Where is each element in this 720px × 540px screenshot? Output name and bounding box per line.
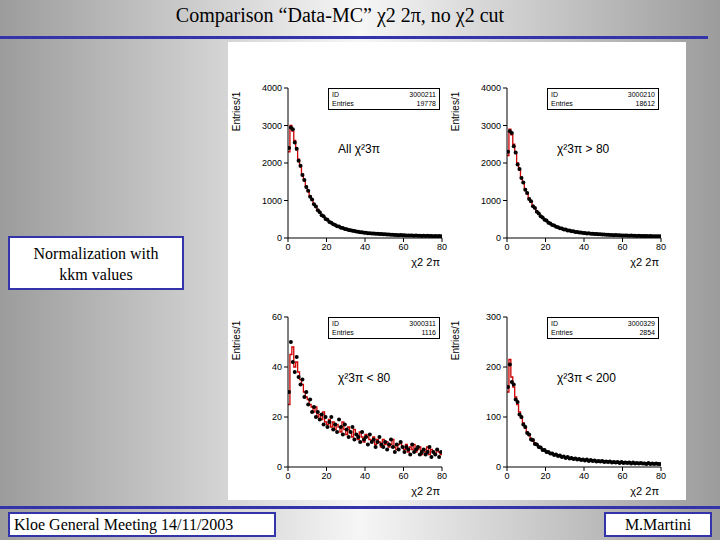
- html-text:ID: ID: [332, 91, 339, 98]
- html-text:χ²3π > 80: χ²3π > 80: [557, 142, 610, 156]
- svg-text:4000: 4000: [262, 83, 282, 93]
- svg-text:0: 0: [277, 233, 282, 243]
- svg-text:40: 40: [272, 362, 282, 372]
- svg-text:20: 20: [321, 242, 331, 252]
- html-text:χ²3π < 80: χ²3π < 80: [338, 371, 391, 385]
- html-text:Entries: Entries: [332, 100, 354, 107]
- svg-text:0: 0: [504, 471, 509, 481]
- html-text:Entries: Entries: [551, 329, 573, 336]
- svg-text:200: 200: [486, 362, 501, 372]
- svg-text:80: 80: [437, 471, 447, 481]
- svg-text:60: 60: [617, 471, 627, 481]
- svg-text:0: 0: [504, 242, 509, 252]
- svg-text:40: 40: [360, 471, 370, 481]
- svg-text:0: 0: [285, 242, 290, 252]
- svg-text:40: 40: [360, 242, 370, 252]
- svg-text:40: 40: [579, 242, 589, 252]
- html-text:χ²3π < 200: χ²3π < 200: [557, 371, 616, 385]
- svg-text:0: 0: [285, 471, 290, 481]
- svg-text:80: 80: [656, 242, 666, 252]
- svg-text:60: 60: [398, 471, 408, 481]
- svg-text:40: 40: [579, 471, 589, 481]
- html-text:Entries/1: Entries/1: [230, 320, 242, 361]
- html-text:19778: 19778: [416, 100, 436, 107]
- svg-text:0: 0: [277, 462, 282, 472]
- svg-text:80: 80: [656, 471, 666, 481]
- svg-text:20: 20: [540, 242, 550, 252]
- html-text:M.Martini: M.Martini: [624, 516, 692, 533]
- svg-text:20: 20: [321, 471, 331, 481]
- svg-text:60: 60: [398, 242, 408, 252]
- svg-text:1000: 1000: [262, 196, 282, 206]
- html-text:3000311: 3000311: [409, 320, 436, 327]
- svg-text:3000: 3000: [481, 121, 501, 131]
- html-text:3000329: 3000329: [627, 320, 655, 327]
- html-text:Kloe General Meeting 14/11/200: Kloe General Meeting 14/11/2003: [14, 516, 234, 533]
- html-text:ID: ID: [551, 91, 558, 98]
- svg-text:1000: 1000: [481, 196, 501, 206]
- svg-text:20: 20: [272, 412, 282, 422]
- svg-text:2000: 2000: [262, 158, 282, 168]
- html-text:Entries/1: Entries/1: [230, 91, 242, 132]
- html-text:χ2 2π: χ2 2π: [630, 256, 659, 268]
- svg-text:2000: 2000: [481, 158, 501, 168]
- html-text:Entries/1: Entries/1: [449, 320, 461, 361]
- html-text:Entries: Entries: [332, 329, 354, 336]
- svg-text:3000: 3000: [262, 121, 282, 131]
- html-text:3000211: 3000211: [409, 91, 436, 98]
- svg-text:4000: 4000: [481, 83, 501, 93]
- html-text:3000210: 3000210: [627, 91, 655, 98]
- html-text:χ2 2π: χ2 2π: [411, 256, 440, 268]
- svg-text:60: 60: [272, 312, 282, 322]
- html-text:ID: ID: [332, 320, 339, 327]
- html-text:All χ²3π: All χ²3π: [338, 142, 380, 156]
- svg-text:0: 0: [496, 233, 501, 243]
- html-text:kkm values: kkm values: [59, 266, 133, 283]
- html-text:χ2 2π: χ2 2π: [630, 485, 659, 497]
- html-text:Entries: Entries: [551, 100, 573, 107]
- html-text:Entries/1: Entries/1: [449, 91, 461, 132]
- svg-text:80: 80: [437, 242, 447, 252]
- svg-text:20: 20: [540, 471, 550, 481]
- html-text:18612: 18612: [635, 100, 655, 107]
- svg-text:100: 100: [486, 412, 501, 422]
- html-text:1116: 1116: [421, 329, 436, 336]
- svg-text:60: 60: [617, 242, 627, 252]
- html-text:Comparison “Data-MC” χ2 2π, no: Comparison “Data-MC” χ2 2π, no χ2 cut: [175, 4, 505, 26]
- html-text:2854: 2854: [639, 329, 655, 336]
- html-text:Normalization with: Normalization with: [33, 245, 159, 262]
- html-text:χ2 2π: χ2 2π: [411, 485, 440, 497]
- html-text:ID: ID: [551, 320, 558, 327]
- svg-text:300: 300: [486, 312, 501, 322]
- svg-text:0: 0: [496, 462, 501, 472]
